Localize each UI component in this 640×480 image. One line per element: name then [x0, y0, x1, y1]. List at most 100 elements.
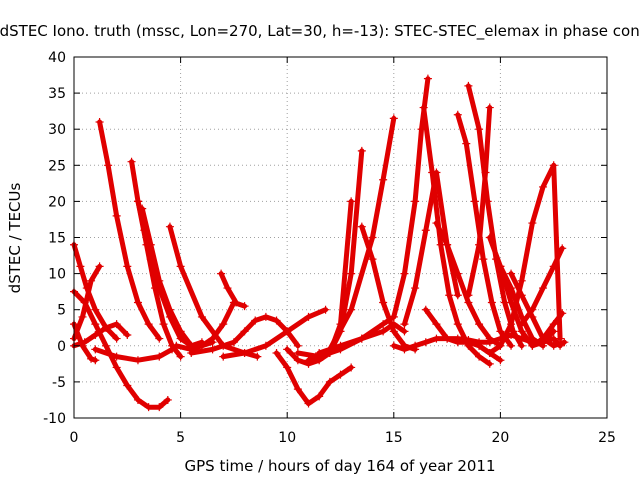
data-point: [507, 341, 516, 350]
data-point: [251, 316, 260, 325]
data-point: [549, 161, 558, 170]
data-point: [549, 341, 558, 350]
series-15: [272, 349, 356, 408]
data-point: [144, 320, 153, 329]
plot-frame: [73, 56, 608, 419]
data-point: [219, 320, 228, 329]
data-point: [528, 334, 537, 343]
y-tick-label: 0: [57, 339, 66, 355]
series-5: [95, 117, 164, 343]
data-point: [123, 330, 132, 339]
data-point: [133, 356, 142, 365]
series-line: [465, 105, 493, 298]
data-point: [485, 233, 494, 242]
series-line: [92, 346, 175, 363]
data-point: [379, 320, 388, 329]
grid: [74, 57, 607, 418]
data-point: [462, 139, 471, 148]
data-point: [464, 338, 473, 347]
data-point: [240, 302, 249, 311]
data-point: [217, 269, 226, 278]
data-point: [379, 327, 388, 336]
data-point: [283, 327, 292, 336]
data-point: [272, 316, 281, 325]
series-line: [274, 350, 354, 407]
data-point: [155, 352, 164, 361]
data-point: [133, 197, 142, 206]
data-point: [78, 312, 87, 321]
chart-title: dSTEC Iono. truth (mssc, Lon=270, Lat=30…: [0, 22, 640, 41]
data-point: [432, 219, 441, 228]
x-tick-label: 25: [598, 430, 616, 446]
data-point: [517, 327, 526, 336]
data-point: [485, 103, 494, 112]
data-point: [176, 262, 185, 271]
data-point: [95, 117, 104, 126]
data-point: [208, 345, 217, 354]
data-point: [76, 262, 85, 271]
data-point: [112, 352, 121, 361]
data-point: [411, 341, 420, 350]
data-point: [223, 284, 232, 293]
y-tick-label: 5: [57, 303, 66, 319]
data-point: [496, 327, 505, 336]
series-31: [475, 161, 565, 358]
data-point: [293, 356, 302, 365]
series-group: [70, 74, 569, 412]
data-point: [91, 320, 100, 329]
series-34: [507, 269, 569, 350]
x-tick-label: 0: [70, 430, 79, 446]
data-point: [172, 341, 181, 350]
data-point: [347, 269, 356, 278]
data-point: [229, 338, 238, 347]
data-point: [432, 168, 441, 177]
series-line: [284, 148, 365, 367]
data-point: [379, 298, 388, 307]
data-point: [357, 222, 366, 231]
data-point: [155, 334, 164, 343]
data-point: [232, 298, 241, 307]
data-point: [159, 320, 168, 329]
data-point: [283, 345, 292, 354]
data-point: [197, 312, 206, 321]
data-point: [176, 327, 185, 336]
data-point: [496, 356, 505, 365]
data-point: [357, 334, 366, 343]
series-19: [315, 320, 409, 358]
y-tick-label: 15: [48, 231, 66, 247]
series-line: [529, 310, 565, 349]
data-point: [423, 74, 432, 83]
data-point: [453, 110, 462, 119]
data-point: [325, 377, 334, 386]
data-point: [507, 269, 516, 278]
data-point: [127, 157, 136, 166]
data-point: [104, 161, 113, 170]
data-point: [261, 341, 270, 350]
series-line: [71, 289, 171, 410]
data-point: [163, 395, 172, 404]
data-point: [197, 341, 206, 350]
data-point: [507, 284, 516, 293]
data-point: [112, 334, 121, 343]
data-point: [357, 146, 366, 155]
x-tick-label: 20: [491, 430, 509, 446]
data-point: [87, 354, 96, 363]
data-point: [539, 341, 548, 350]
series-30: [464, 103, 494, 300]
data-point: [445, 291, 454, 300]
data-point: [283, 363, 292, 372]
data-point: [101, 341, 110, 350]
data-point: [507, 298, 516, 307]
data-point: [421, 226, 430, 235]
data-point: [187, 349, 196, 358]
y-tick-label: 20: [48, 194, 66, 210]
data-point: [240, 349, 249, 358]
data-point: [87, 276, 96, 285]
data-point: [517, 320, 526, 329]
data-point: [517, 291, 526, 300]
data-point: [453, 320, 462, 329]
x-tick-label: 5: [176, 430, 185, 446]
series-line: [71, 321, 98, 363]
data-point: [91, 330, 100, 339]
ticks: 0 5 10 15 20 25 -10 -5 0 5 10 15 20 25 30 35 40: [43, 50, 616, 446]
